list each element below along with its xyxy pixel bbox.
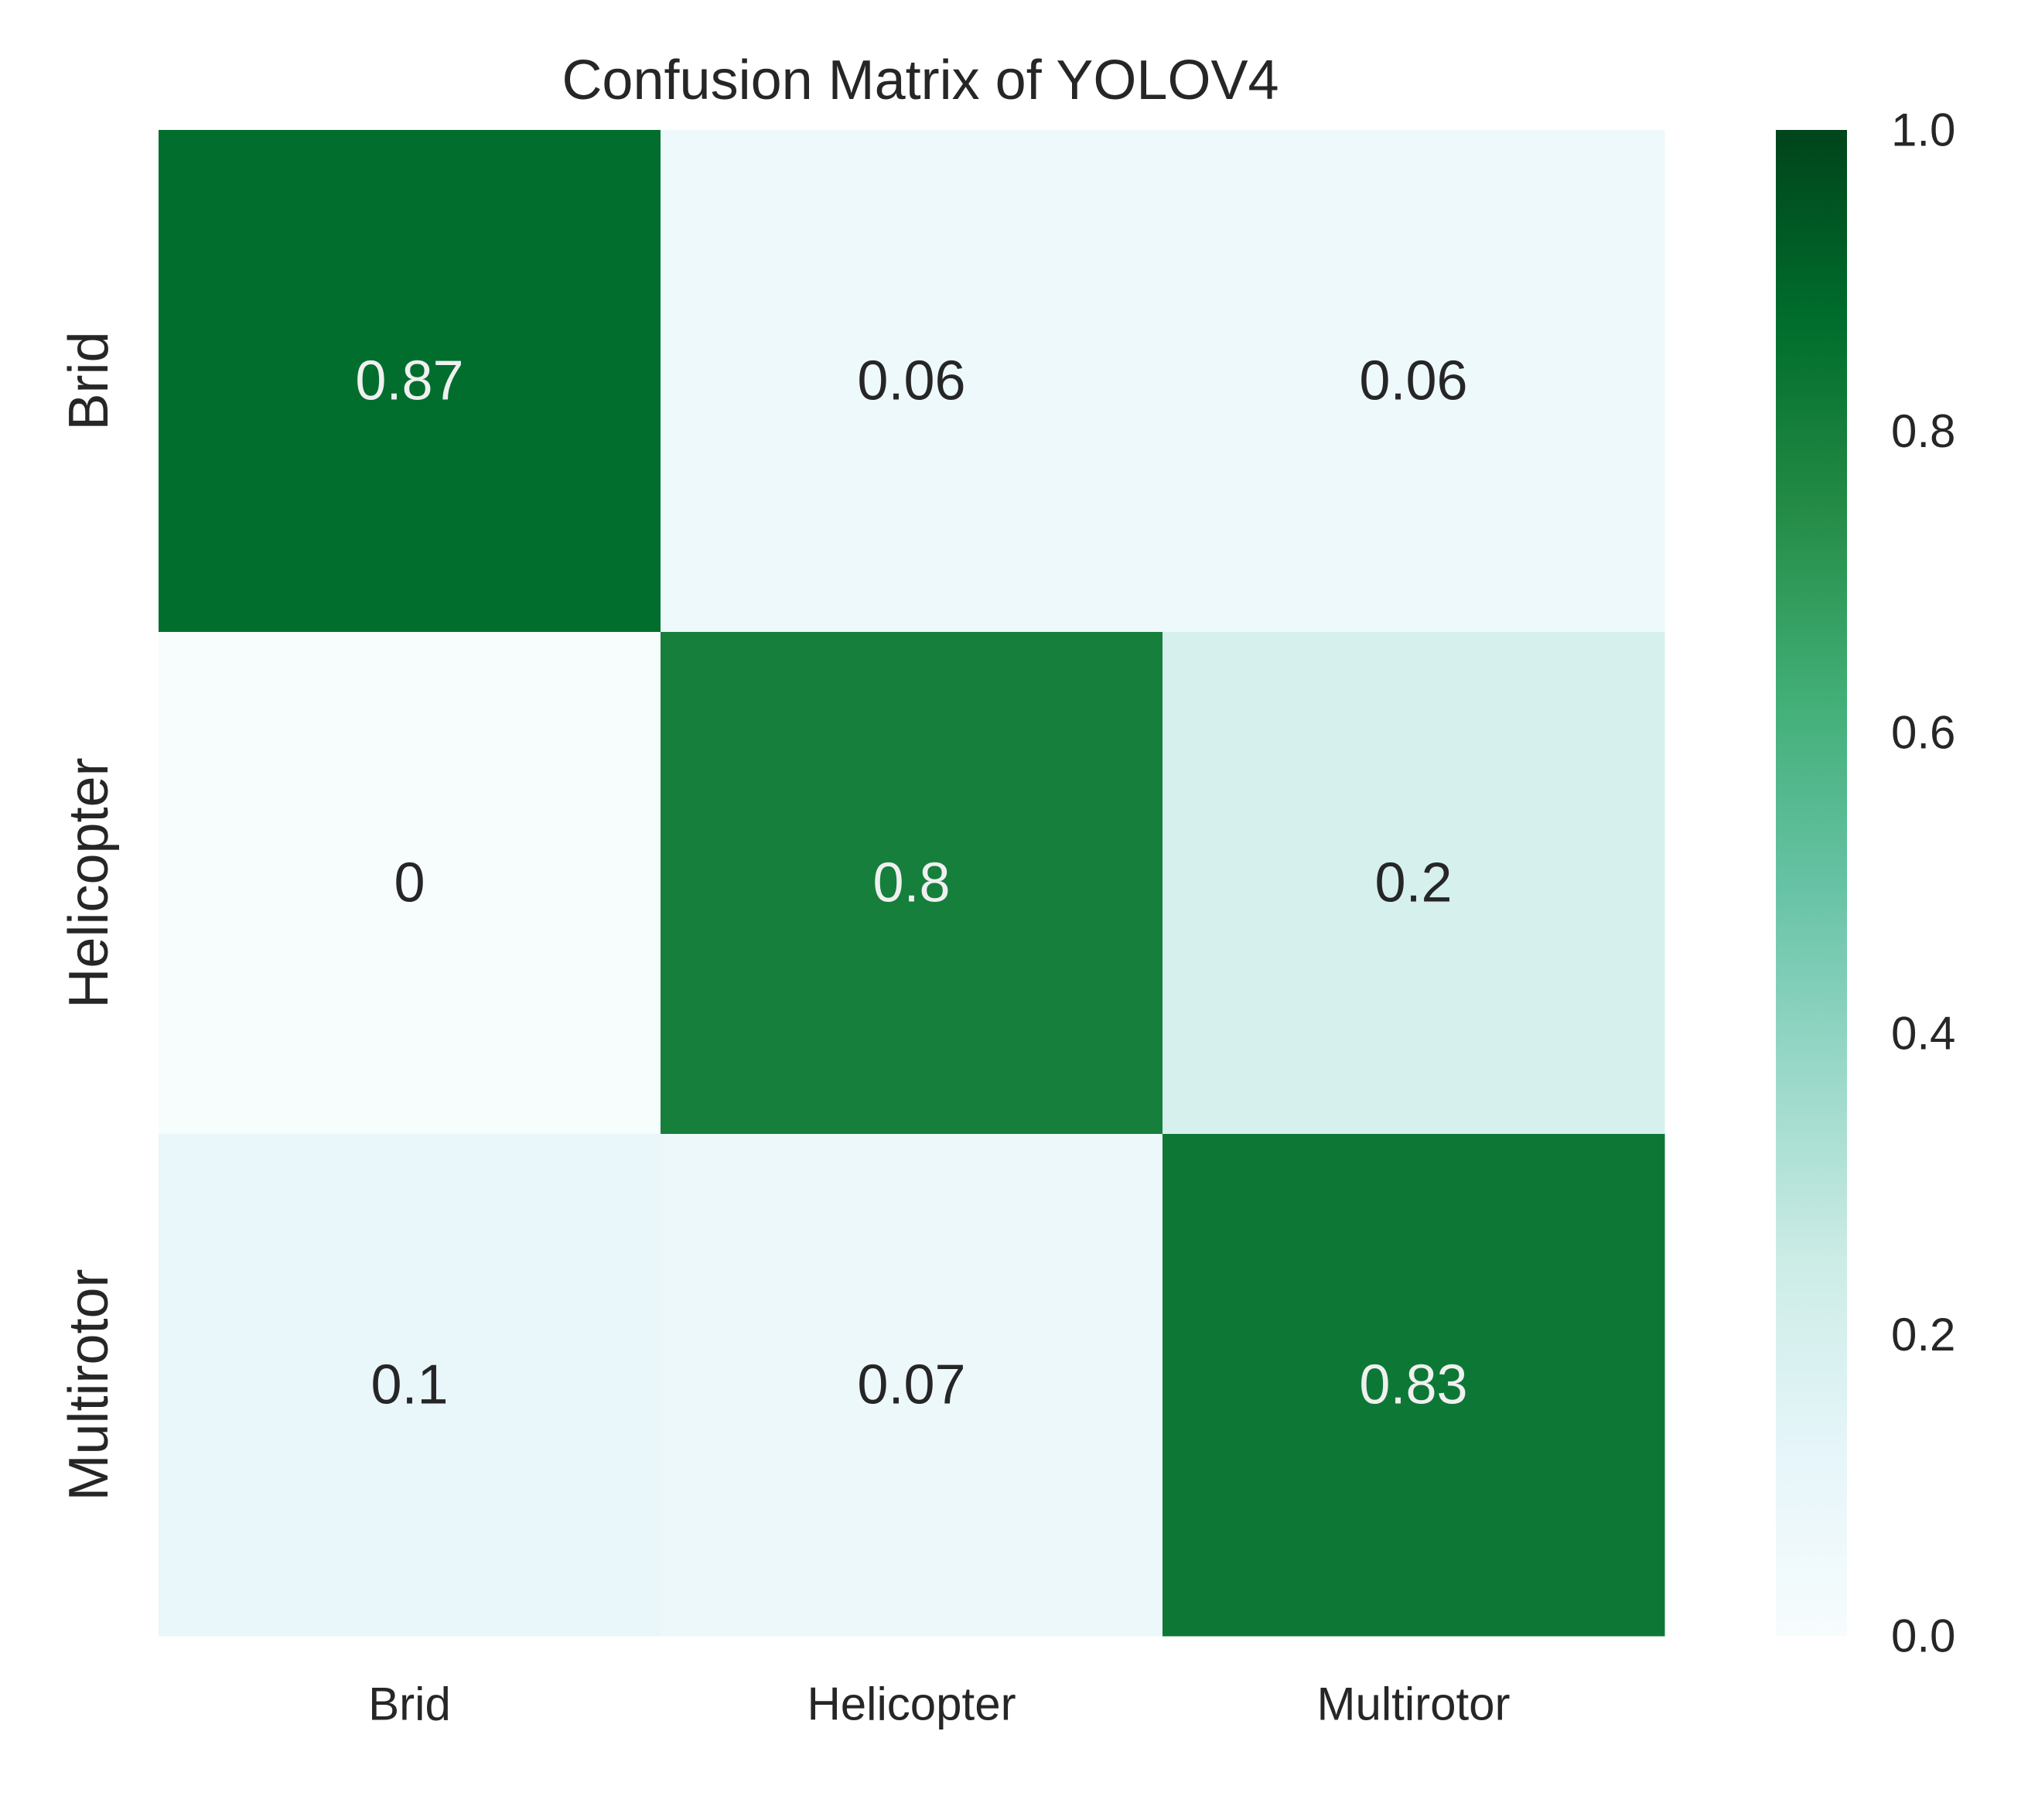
heatmap-cell <box>1163 632 1665 1135</box>
cell-value-label: 0 <box>394 852 425 914</box>
cell-value-label: 0.06 <box>857 350 965 412</box>
x-tick-label: Multirotor <box>1316 1678 1510 1730</box>
cell-value-label: 0.1 <box>370 1354 448 1416</box>
colorbar-tick-label: 0.0 <box>1891 1610 1955 1662</box>
x-tick-label: Brid <box>368 1678 451 1730</box>
cell-value-label: 0.83 <box>1359 1354 1467 1416</box>
colorbar-ticks: 0.0 0.2 0.4 0.6 0.8 1.0 <box>1891 104 1955 1662</box>
x-tick-label: Helicopter <box>807 1678 1016 1730</box>
heatmap-cell <box>661 632 1163 1135</box>
cell-value-label: 0.07 <box>857 1354 965 1416</box>
colorbar-tick-label: 0.8 <box>1891 405 1955 457</box>
colorbar-tick-label: 1.0 <box>1891 104 1955 156</box>
y-axis-ticks: Brid Helicopter Multirotor <box>58 331 120 1501</box>
cell-value-label: 0.06 <box>1359 350 1467 412</box>
heatmap-cell <box>661 130 1163 633</box>
x-axis-ticks: Brid Helicopter Multirotor <box>368 1678 1510 1730</box>
y-tick-label: Helicopter <box>58 757 120 1008</box>
colorbar-gradient <box>1776 130 1847 1636</box>
colorbar-tick-label: 0.2 <box>1891 1309 1955 1361</box>
chart-title: Confusion Matrix of YOLOV4 <box>562 50 1279 111</box>
cell-value-label: 0.2 <box>1374 852 1452 914</box>
heatmap-cell <box>1163 130 1665 633</box>
cell-value-label: 0.87 <box>355 350 463 412</box>
y-tick-label: Multirotor <box>58 1269 120 1501</box>
heatmap-cell <box>159 1134 661 1637</box>
heatmap-cell <box>159 130 661 633</box>
y-tick-label: Brid <box>58 331 120 430</box>
cell-value-label: 0.8 <box>872 852 950 914</box>
heatmap-cell <box>159 632 661 1135</box>
colorbar-tick-label: 0.4 <box>1891 1008 1955 1060</box>
heatmap-cell <box>1163 1134 1665 1637</box>
heatmap-cell <box>661 1134 1163 1637</box>
colorbar <box>1776 130 1847 1636</box>
heatmap-cells: 0.87 0.06 0.06 0 0.8 0.2 0.1 0.07 0.83 <box>159 130 1665 1637</box>
colorbar-tick-label: 0.6 <box>1891 706 1955 758</box>
